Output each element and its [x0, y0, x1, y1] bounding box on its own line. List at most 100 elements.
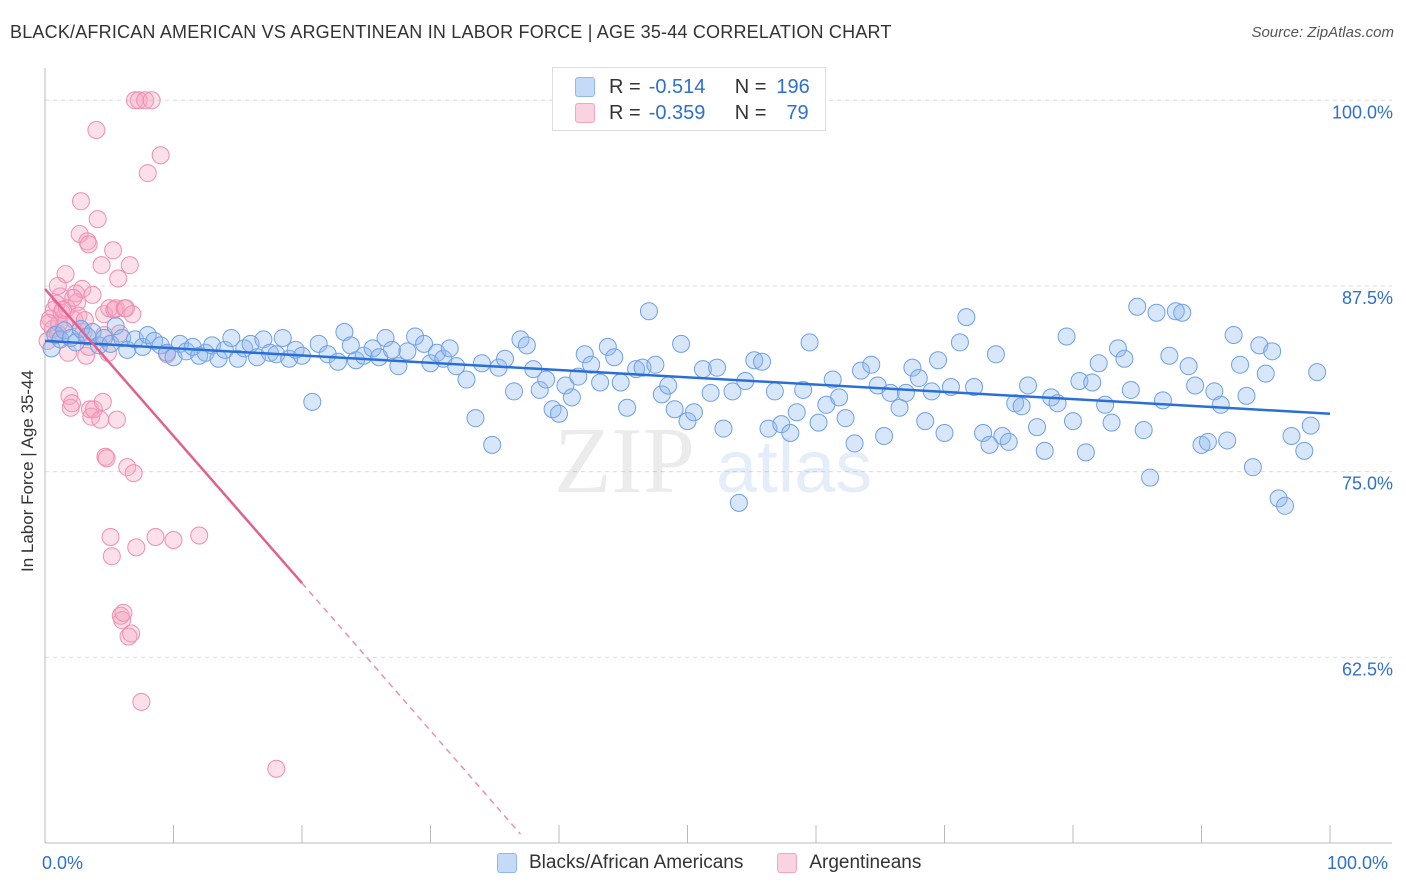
black-point — [1231, 355, 1250, 374]
black-point — [1269, 489, 1288, 508]
black-point — [1035, 441, 1054, 460]
argentinean-point — [91, 410, 110, 429]
argentinean-point — [64, 288, 83, 307]
black-point — [684, 403, 703, 422]
black-point — [845, 434, 864, 453]
black-point — [466, 409, 485, 428]
black-point — [106, 317, 125, 336]
argentinean-point — [71, 192, 90, 211]
black-point — [957, 308, 976, 327]
black-point — [582, 355, 601, 374]
black-point — [1282, 426, 1301, 445]
argentinean-point — [95, 305, 114, 324]
argentinean-point — [87, 120, 106, 139]
black-point — [556, 376, 575, 395]
bottom-legend-label-argentinean: Argentineans — [809, 852, 922, 873]
gridlines — [45, 99, 1392, 658]
black-point — [1019, 376, 1038, 395]
black-point — [723, 382, 742, 401]
black-point — [1166, 302, 1185, 321]
argentinean-point — [102, 547, 121, 566]
argentinean-point — [48, 276, 67, 295]
black-point — [1243, 458, 1262, 477]
black-point — [440, 339, 459, 358]
black-point — [530, 380, 549, 399]
argentinean-point — [142, 91, 161, 110]
argentinean-point — [107, 410, 126, 429]
argentinean-point — [93, 392, 112, 411]
black-point — [1089, 354, 1108, 373]
bottom-legend-label-black: Blacks/African Americans — [529, 852, 744, 873]
black-point — [1064, 412, 1082, 431]
black-point — [809, 413, 828, 432]
legend-n-label: N = — [734, 75, 767, 98]
argentinean-point — [92, 256, 111, 275]
black-point — [999, 432, 1018, 451]
y-tick-label: 75.0% — [1342, 474, 1393, 494]
argentinean-point — [123, 305, 142, 324]
black-point — [1102, 413, 1121, 432]
black-point — [974, 424, 993, 443]
bottom-legend-black: Blacks/African Americans — [497, 852, 743, 874]
black-point — [598, 337, 617, 356]
black-point — [376, 328, 395, 347]
black-point — [1141, 468, 1160, 487]
black-point — [363, 339, 382, 358]
black-point — [986, 345, 1005, 364]
legend-swatch-argentinean — [575, 103, 595, 123]
watermark: ZIP atlas — [554, 409, 872, 513]
black-point — [618, 398, 637, 417]
black-point — [836, 409, 855, 428]
black-point — [1256, 364, 1275, 383]
black-point — [851, 361, 870, 380]
black-point — [457, 370, 476, 389]
black-point — [903, 358, 922, 377]
legend-swatch-black — [575, 77, 595, 97]
black-point — [1147, 303, 1166, 322]
black-point — [890, 398, 909, 417]
black-point — [550, 404, 568, 423]
black-point — [665, 400, 684, 419]
black-point — [472, 354, 491, 373]
black-point — [1076, 443, 1095, 462]
argentinean-point — [62, 394, 81, 413]
black-point — [1028, 418, 1047, 437]
argentinean-point — [114, 603, 133, 622]
black-point — [896, 383, 915, 402]
black-point — [1083, 373, 1102, 392]
black-point — [483, 435, 502, 454]
argentinean-point — [124, 464, 143, 483]
trend-lines — [44, 288, 1331, 835]
black-point — [980, 435, 999, 454]
black-point — [222, 328, 241, 347]
argentinean-trend-line — [44, 288, 303, 584]
legend-r-label: R = — [609, 75, 641, 98]
black-point — [398, 342, 417, 361]
black-point — [1218, 431, 1237, 450]
black-point — [1186, 376, 1205, 395]
black-point — [1160, 346, 1179, 365]
black-point — [1295, 441, 1314, 460]
black-point — [729, 493, 748, 512]
legend-n-label: N = — [734, 101, 767, 124]
argentinean-point — [97, 449, 116, 468]
black-point — [303, 392, 322, 411]
black-point — [781, 424, 800, 443]
argentinean-point — [190, 526, 209, 545]
argentinean-point — [83, 285, 102, 304]
black-point — [1224, 325, 1243, 344]
black-point — [496, 349, 515, 368]
legend-r-value: -0.514 — [648, 75, 706, 98]
black-point — [447, 357, 466, 376]
black-point — [965, 377, 984, 396]
black-point — [1096, 395, 1115, 414]
source-label: Source: ZipAtlas.com — [1251, 24, 1394, 41]
axes — [44, 68, 1392, 844]
watermark-zip: ZIP — [554, 409, 695, 513]
black-point — [517, 336, 536, 355]
black-point — [745, 351, 764, 370]
black-point — [591, 373, 610, 392]
bottom-legend-swatch-black — [497, 853, 517, 873]
black-point — [1276, 496, 1295, 515]
